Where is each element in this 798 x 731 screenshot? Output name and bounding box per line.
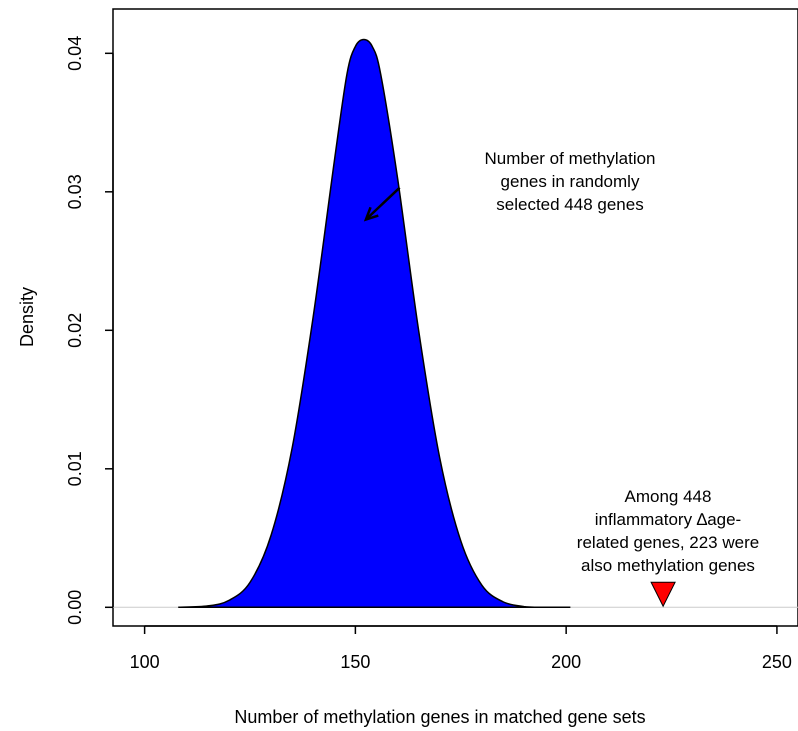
annotation-random-genes: Number of methylation genes in randomly … <box>363 149 656 222</box>
y-tick-label: 0.00 <box>65 590 85 625</box>
x-tick-label: 100 <box>130 652 160 672</box>
y-tick-label: 0.03 <box>65 174 85 209</box>
observed-value-marker <box>650 581 676 608</box>
x-tick-label: 200 <box>551 652 581 672</box>
annotation-line: genes in randomly <box>501 172 640 191</box>
y-tick-label: 0.02 <box>65 313 85 348</box>
annotation-line: Number of methylation <box>484 149 655 168</box>
y-tick-label: 0.01 <box>65 451 85 486</box>
annotation-arrow-head <box>363 206 379 222</box>
annotation-arrow <box>365 186 401 221</box>
x-tick-label: 150 <box>340 652 370 672</box>
annotation-line: selected 448 genes <box>496 195 643 214</box>
x-axis: 100 150 200 250 <box>130 625 792 672</box>
y-axis-label: Density <box>17 287 37 347</box>
annotation-line: related genes, 223 were <box>577 533 759 552</box>
x-axis-label: Number of methylation genes in matched g… <box>234 707 645 727</box>
annotation-line: inflammatory ∆age- <box>595 510 741 529</box>
annotation-line: Among 448 <box>625 487 712 506</box>
y-tick-label: 0.04 <box>65 36 85 71</box>
x-tick-label: 250 <box>762 652 792 672</box>
annotation-observed-genes: Among 448 inflammatory ∆age- related gen… <box>577 487 759 575</box>
y-axis: 0.00 0.01 0.02 0.03 0.04 <box>65 36 114 625</box>
density-area <box>178 38 537 609</box>
annotation-line: also methylation genes <box>581 556 755 575</box>
